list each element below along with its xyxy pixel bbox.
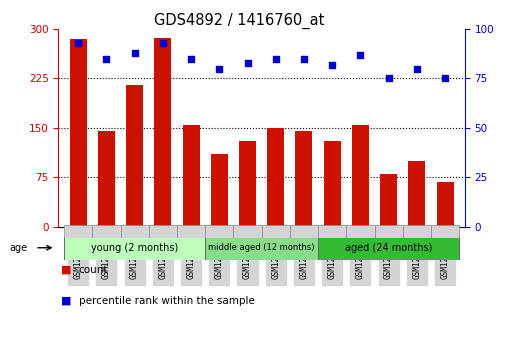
Bar bbox=[262, 225, 290, 238]
Text: middle aged (12 months): middle aged (12 months) bbox=[208, 243, 315, 252]
Bar bbox=[205, 225, 233, 238]
Point bbox=[328, 62, 336, 68]
Bar bbox=[296, 131, 312, 227]
Bar bbox=[64, 225, 92, 238]
Text: count: count bbox=[79, 265, 108, 275]
Bar bbox=[177, 225, 205, 238]
Bar bbox=[380, 174, 397, 227]
Bar bbox=[64, 236, 205, 260]
Bar bbox=[324, 141, 341, 227]
Text: ■: ■ bbox=[61, 296, 72, 306]
Point bbox=[243, 60, 251, 66]
Bar bbox=[318, 236, 459, 260]
Bar bbox=[374, 225, 403, 238]
Bar bbox=[70, 39, 87, 227]
Bar bbox=[126, 85, 143, 227]
Text: GDS4892 / 1416760_at: GDS4892 / 1416760_at bbox=[153, 13, 324, 29]
Bar bbox=[318, 225, 346, 238]
Bar bbox=[92, 225, 120, 238]
Point bbox=[300, 56, 308, 62]
Bar bbox=[233, 225, 262, 238]
Point bbox=[272, 56, 280, 62]
Bar bbox=[431, 225, 459, 238]
Bar bbox=[211, 154, 228, 227]
Bar bbox=[352, 125, 369, 227]
Point bbox=[102, 56, 110, 62]
Point bbox=[74, 40, 82, 46]
Point bbox=[159, 40, 167, 46]
Bar bbox=[290, 225, 318, 238]
Point bbox=[131, 50, 139, 56]
Point bbox=[187, 56, 195, 62]
Text: age: age bbox=[9, 242, 27, 253]
Point bbox=[215, 66, 224, 72]
Point bbox=[385, 76, 393, 81]
Bar bbox=[149, 225, 177, 238]
Bar bbox=[154, 38, 171, 227]
Bar bbox=[205, 236, 318, 260]
Bar bbox=[120, 225, 149, 238]
Text: ■: ■ bbox=[61, 265, 72, 275]
Point bbox=[356, 52, 364, 58]
Bar bbox=[239, 141, 256, 227]
Point bbox=[441, 76, 449, 81]
Text: aged (24 months): aged (24 months) bbox=[345, 243, 432, 253]
Bar bbox=[403, 225, 431, 238]
Text: young (2 months): young (2 months) bbox=[91, 243, 178, 253]
Bar bbox=[182, 125, 200, 227]
Point bbox=[413, 66, 421, 72]
Bar bbox=[346, 225, 374, 238]
Bar bbox=[98, 131, 115, 227]
Bar bbox=[408, 161, 425, 227]
Bar bbox=[267, 128, 284, 227]
Text: percentile rank within the sample: percentile rank within the sample bbox=[79, 296, 255, 306]
Bar bbox=[436, 182, 454, 227]
